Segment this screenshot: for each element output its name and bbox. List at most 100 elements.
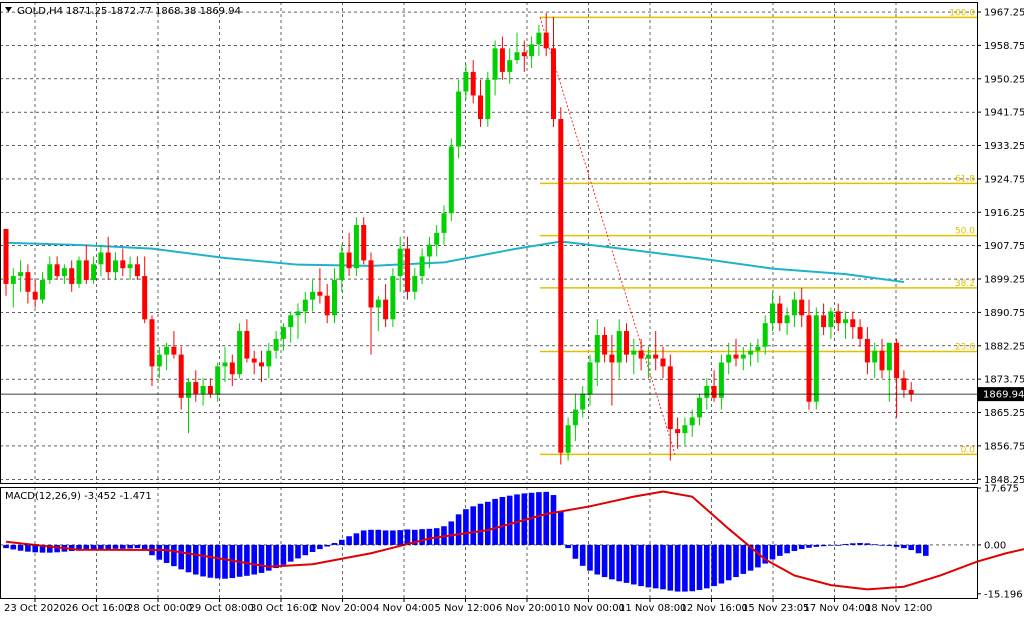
candle [105,236,111,280]
candle-body [448,146,454,214]
candle [638,338,644,371]
candle [310,279,316,312]
fibonacci-trendline[interactable] [539,17,676,455]
candle [280,323,286,351]
macd-bar [207,544,214,578]
candle-body [602,334,608,355]
macd-bar [704,544,710,589]
price-tick-label: 1899.25 [984,275,1024,286]
macd-bar [915,544,922,554]
fibonacci-levels[interactable]: 100.0 61.8 50.0 38.2 23.6 0.0 [540,8,977,455]
candle [631,338,637,375]
candle [762,315,768,355]
candle [718,354,724,410]
candle-body [521,52,527,57]
macd-bar [412,529,418,545]
candle [872,342,878,379]
trendline-segment[interactable] [539,17,676,455]
macd-bar [3,544,9,549]
macd-bar [755,544,761,568]
macd-bar [244,544,250,576]
candle-body [10,276,16,284]
candle [726,342,732,375]
candle [901,370,907,398]
chevron-down-icon[interactable] [5,7,12,12]
macd-bar [492,498,498,545]
macd-bar [674,544,681,592]
candle-body [689,417,695,426]
candle [273,331,279,359]
candle [616,319,622,379]
candle [47,256,53,284]
candle-body [755,346,761,351]
candle [733,338,739,367]
candle-body [91,264,97,280]
macd-bar [623,544,630,583]
fib-level-label: 50.0 [955,227,975,237]
macd-bar [718,544,725,584]
candle-body [317,291,323,296]
candle [317,268,323,304]
candle [521,40,527,72]
candle-body [587,362,593,394]
candle [405,236,410,300]
macd-bar [777,544,783,556]
candle [18,260,24,292]
candle [886,342,892,402]
candle-body [733,354,739,359]
candle [353,217,359,277]
macd-bar [346,536,352,545]
candle-body [894,342,900,379]
macd-bar [740,544,747,574]
candle-body [259,362,264,367]
price-tick-label: 1882.25 [984,341,1024,352]
candle [98,244,104,277]
macd-bar [463,509,469,545]
macd-bar [579,544,586,566]
candle [463,64,469,100]
candle-body [229,362,235,375]
candle [843,311,848,339]
candle-body [886,342,892,371]
candle-body [405,248,410,292]
macd-bar [594,544,601,575]
candle-body [499,48,505,72]
candle-body [631,350,637,355]
macd-bar [360,530,367,545]
candle [149,315,155,387]
candle [32,279,38,308]
candle-body [273,338,279,351]
macd-bar [397,530,403,545]
macd-bar [638,544,644,587]
macd-bar [893,544,900,547]
candle [565,417,571,461]
candle [40,272,45,304]
macd-bar [609,544,615,580]
candle [697,393,702,426]
candle [580,386,586,418]
candle [748,342,754,367]
candle [83,244,89,284]
macd-bar [25,544,31,552]
candle-body [558,119,564,453]
time-label: 30 Oct 16:00 [250,603,315,614]
candle-body [149,319,155,367]
candle [514,32,520,65]
macd-bar [587,544,593,571]
time-label: 17 Nov 04:00 [804,603,871,614]
candle-body [244,331,250,359]
candle-body [835,311,841,324]
macd-bar [178,544,184,570]
candle-body [142,276,148,320]
candle-body [784,315,790,324]
macd-bar [324,544,330,547]
macd-bar [565,544,571,549]
macd-bar [769,544,776,560]
macd-bar [660,544,666,590]
candle [164,342,170,371]
candle [456,79,462,159]
macd-bar [616,544,622,582]
macd-tick-label: 0.00 [984,540,1006,551]
